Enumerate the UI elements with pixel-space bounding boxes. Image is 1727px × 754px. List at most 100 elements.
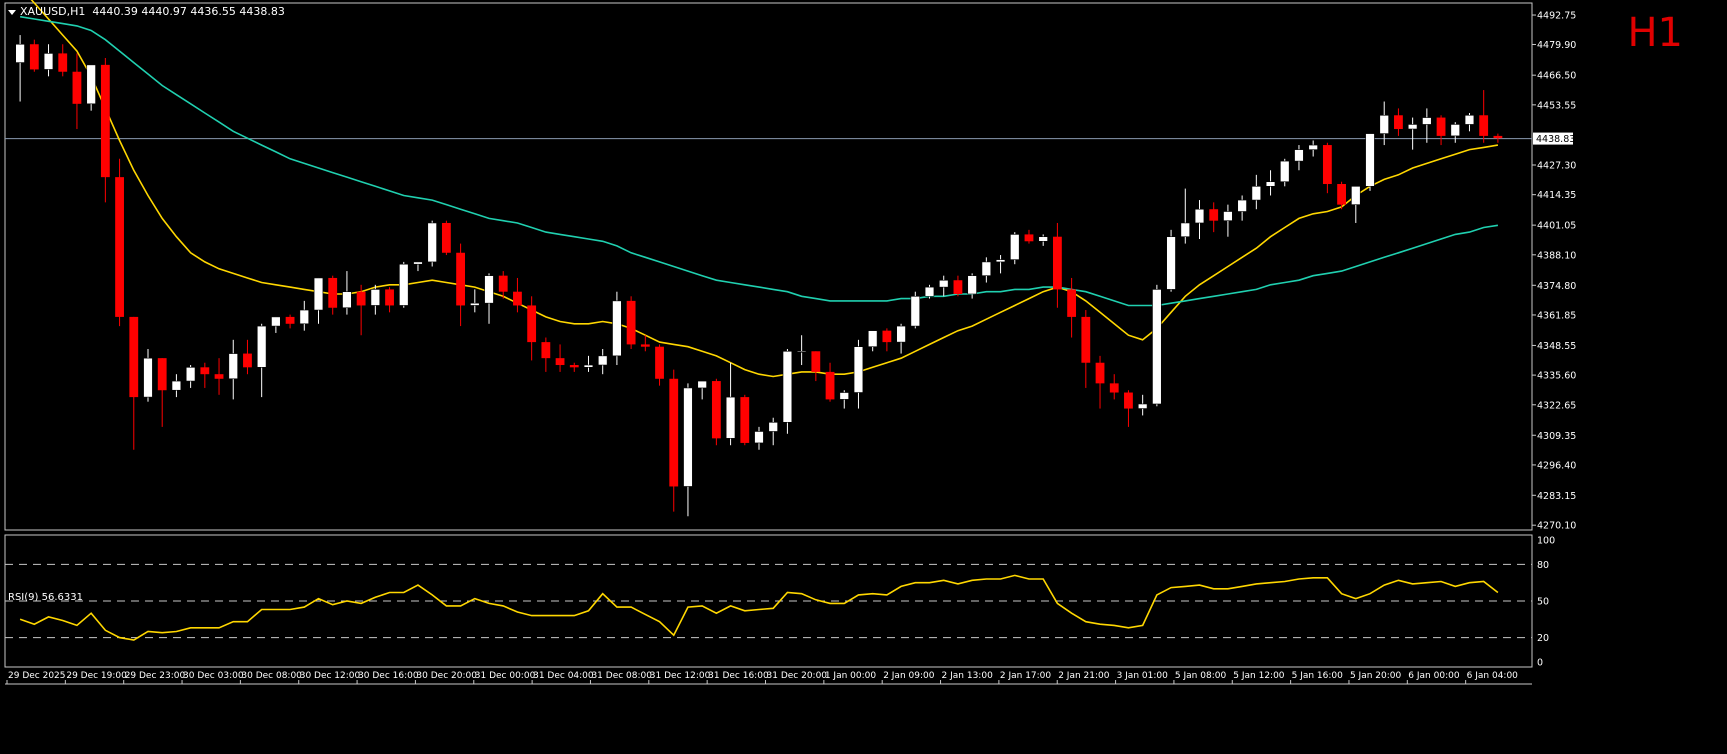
- candle: [583, 355, 594, 372]
- candle-body: [1067, 289, 1077, 317]
- candle-body: [1322, 145, 1332, 185]
- candle-body: [1407, 124, 1418, 130]
- price-tick-label: 4361.85: [1537, 310, 1576, 321]
- candle: [669, 369, 679, 512]
- candle: [1109, 374, 1119, 400]
- candle: [541, 337, 551, 372]
- candle-body: [597, 355, 608, 366]
- candle: [1166, 229, 1176, 292]
- candle: [72, 53, 82, 130]
- candle-body: [498, 275, 508, 292]
- candle: [896, 323, 906, 354]
- time-tick-label: 30 Dec 16:00: [358, 671, 419, 681]
- ohlc-values: 4440.39 4440.97 4436.55 4438.83: [92, 5, 285, 18]
- candle: [1237, 195, 1247, 221]
- candle: [399, 261, 409, 308]
- candle-body: [896, 325, 906, 343]
- candle: [569, 362, 579, 372]
- candle-body: [924, 286, 935, 297]
- rsi-label: RSI(9) 56.6331: [8, 592, 83, 603]
- candle-body: [1095, 362, 1105, 384]
- candle-body: [811, 351, 821, 372]
- candle: [1209, 202, 1219, 233]
- candle: [271, 316, 281, 333]
- candle: [626, 296, 636, 349]
- candle: [328, 275, 338, 315]
- candle: [1024, 229, 1034, 244]
- candle: [939, 275, 949, 297]
- candle-body: [995, 259, 1006, 263]
- candle-body: [981, 261, 992, 276]
- candle: [711, 378, 721, 446]
- candle-body: [1464, 114, 1475, 125]
- candle: [498, 271, 508, 299]
- candle-body: [1436, 117, 1446, 136]
- time-tick-label: 30 Dec 20:00: [416, 671, 477, 681]
- candle-body: [555, 358, 565, 366]
- time-tick-label: 2 Jan 09:00: [883, 671, 935, 681]
- candle-body: [1379, 114, 1389, 134]
- current-price-label: 4438.83: [1536, 134, 1575, 145]
- candle: [1422, 108, 1432, 143]
- candle-body: [299, 309, 310, 325]
- candle-body: [356, 291, 366, 306]
- candle: [143, 348, 153, 402]
- candle: [1052, 222, 1062, 308]
- candle-body: [583, 364, 594, 368]
- candle: [299, 300, 310, 331]
- candle-body: [825, 371, 835, 400]
- candle: [640, 335, 650, 352]
- price-tick-label: 4388.10: [1537, 250, 1576, 261]
- price-tick-label: 4283.15: [1537, 491, 1576, 502]
- candle-body: [1265, 181, 1276, 187]
- candle-body: [612, 300, 622, 357]
- candle-body: [200, 367, 210, 375]
- candle-body: [1194, 208, 1205, 224]
- time-tick-label: 31 Dec 20:00: [767, 671, 828, 681]
- fast-ma-line: [30, 0, 1499, 378]
- candle: [555, 344, 565, 372]
- candle: [29, 39, 39, 72]
- candle: [58, 44, 68, 77]
- candle-body: [1294, 149, 1304, 162]
- price-tick-label: 4374.80: [1537, 281, 1576, 292]
- candle-body: [484, 275, 494, 304]
- candle: [1365, 133, 1375, 191]
- price-tick-label: 4453.55: [1537, 100, 1576, 111]
- candle-body: [1166, 236, 1176, 290]
- candle: [882, 328, 892, 352]
- time-tick-label: 6 Jan 04:00: [1467, 671, 1519, 681]
- candle-body: [1422, 117, 1432, 125]
- candle: [427, 220, 437, 267]
- candle-body: [697, 380, 707, 389]
- rsi-line: [19, 574, 1499, 641]
- candle: [470, 289, 480, 313]
- candle-body: [640, 344, 650, 347]
- candle: [1137, 394, 1148, 416]
- candle: [1294, 145, 1304, 171]
- candle-body: [413, 261, 423, 265]
- time-tick-label: 29 Dec 2025: [8, 671, 66, 681]
- candle-body: [43, 53, 54, 70]
- candle-body: [256, 325, 267, 368]
- symbol-header: XAUUSD,H1 4440.39 4440.97 4436.55 4438.8…: [8, 5, 285, 18]
- candle-body: [271, 316, 281, 327]
- candle-body: [655, 346, 664, 379]
- candle: [256, 323, 267, 398]
- candle: [612, 291, 622, 366]
- candle-body: [740, 397, 750, 443]
- time-tick-label: 30 Dec 08:00: [241, 671, 302, 681]
- candle-body: [754, 431, 764, 444]
- candle: [1152, 284, 1162, 407]
- candle: [1407, 117, 1418, 150]
- candle-body: [1052, 236, 1062, 290]
- candle: [129, 316, 139, 450]
- time-tick-label: 3 Jan 01:00: [1117, 671, 1169, 681]
- dropdown-triangle-icon[interactable]: [8, 9, 16, 15]
- candle: [513, 277, 522, 313]
- candle: [342, 271, 352, 315]
- candle-body: [626, 300, 636, 345]
- price-tick-label: 4479.90: [1537, 40, 1576, 51]
- candle: [867, 330, 878, 352]
